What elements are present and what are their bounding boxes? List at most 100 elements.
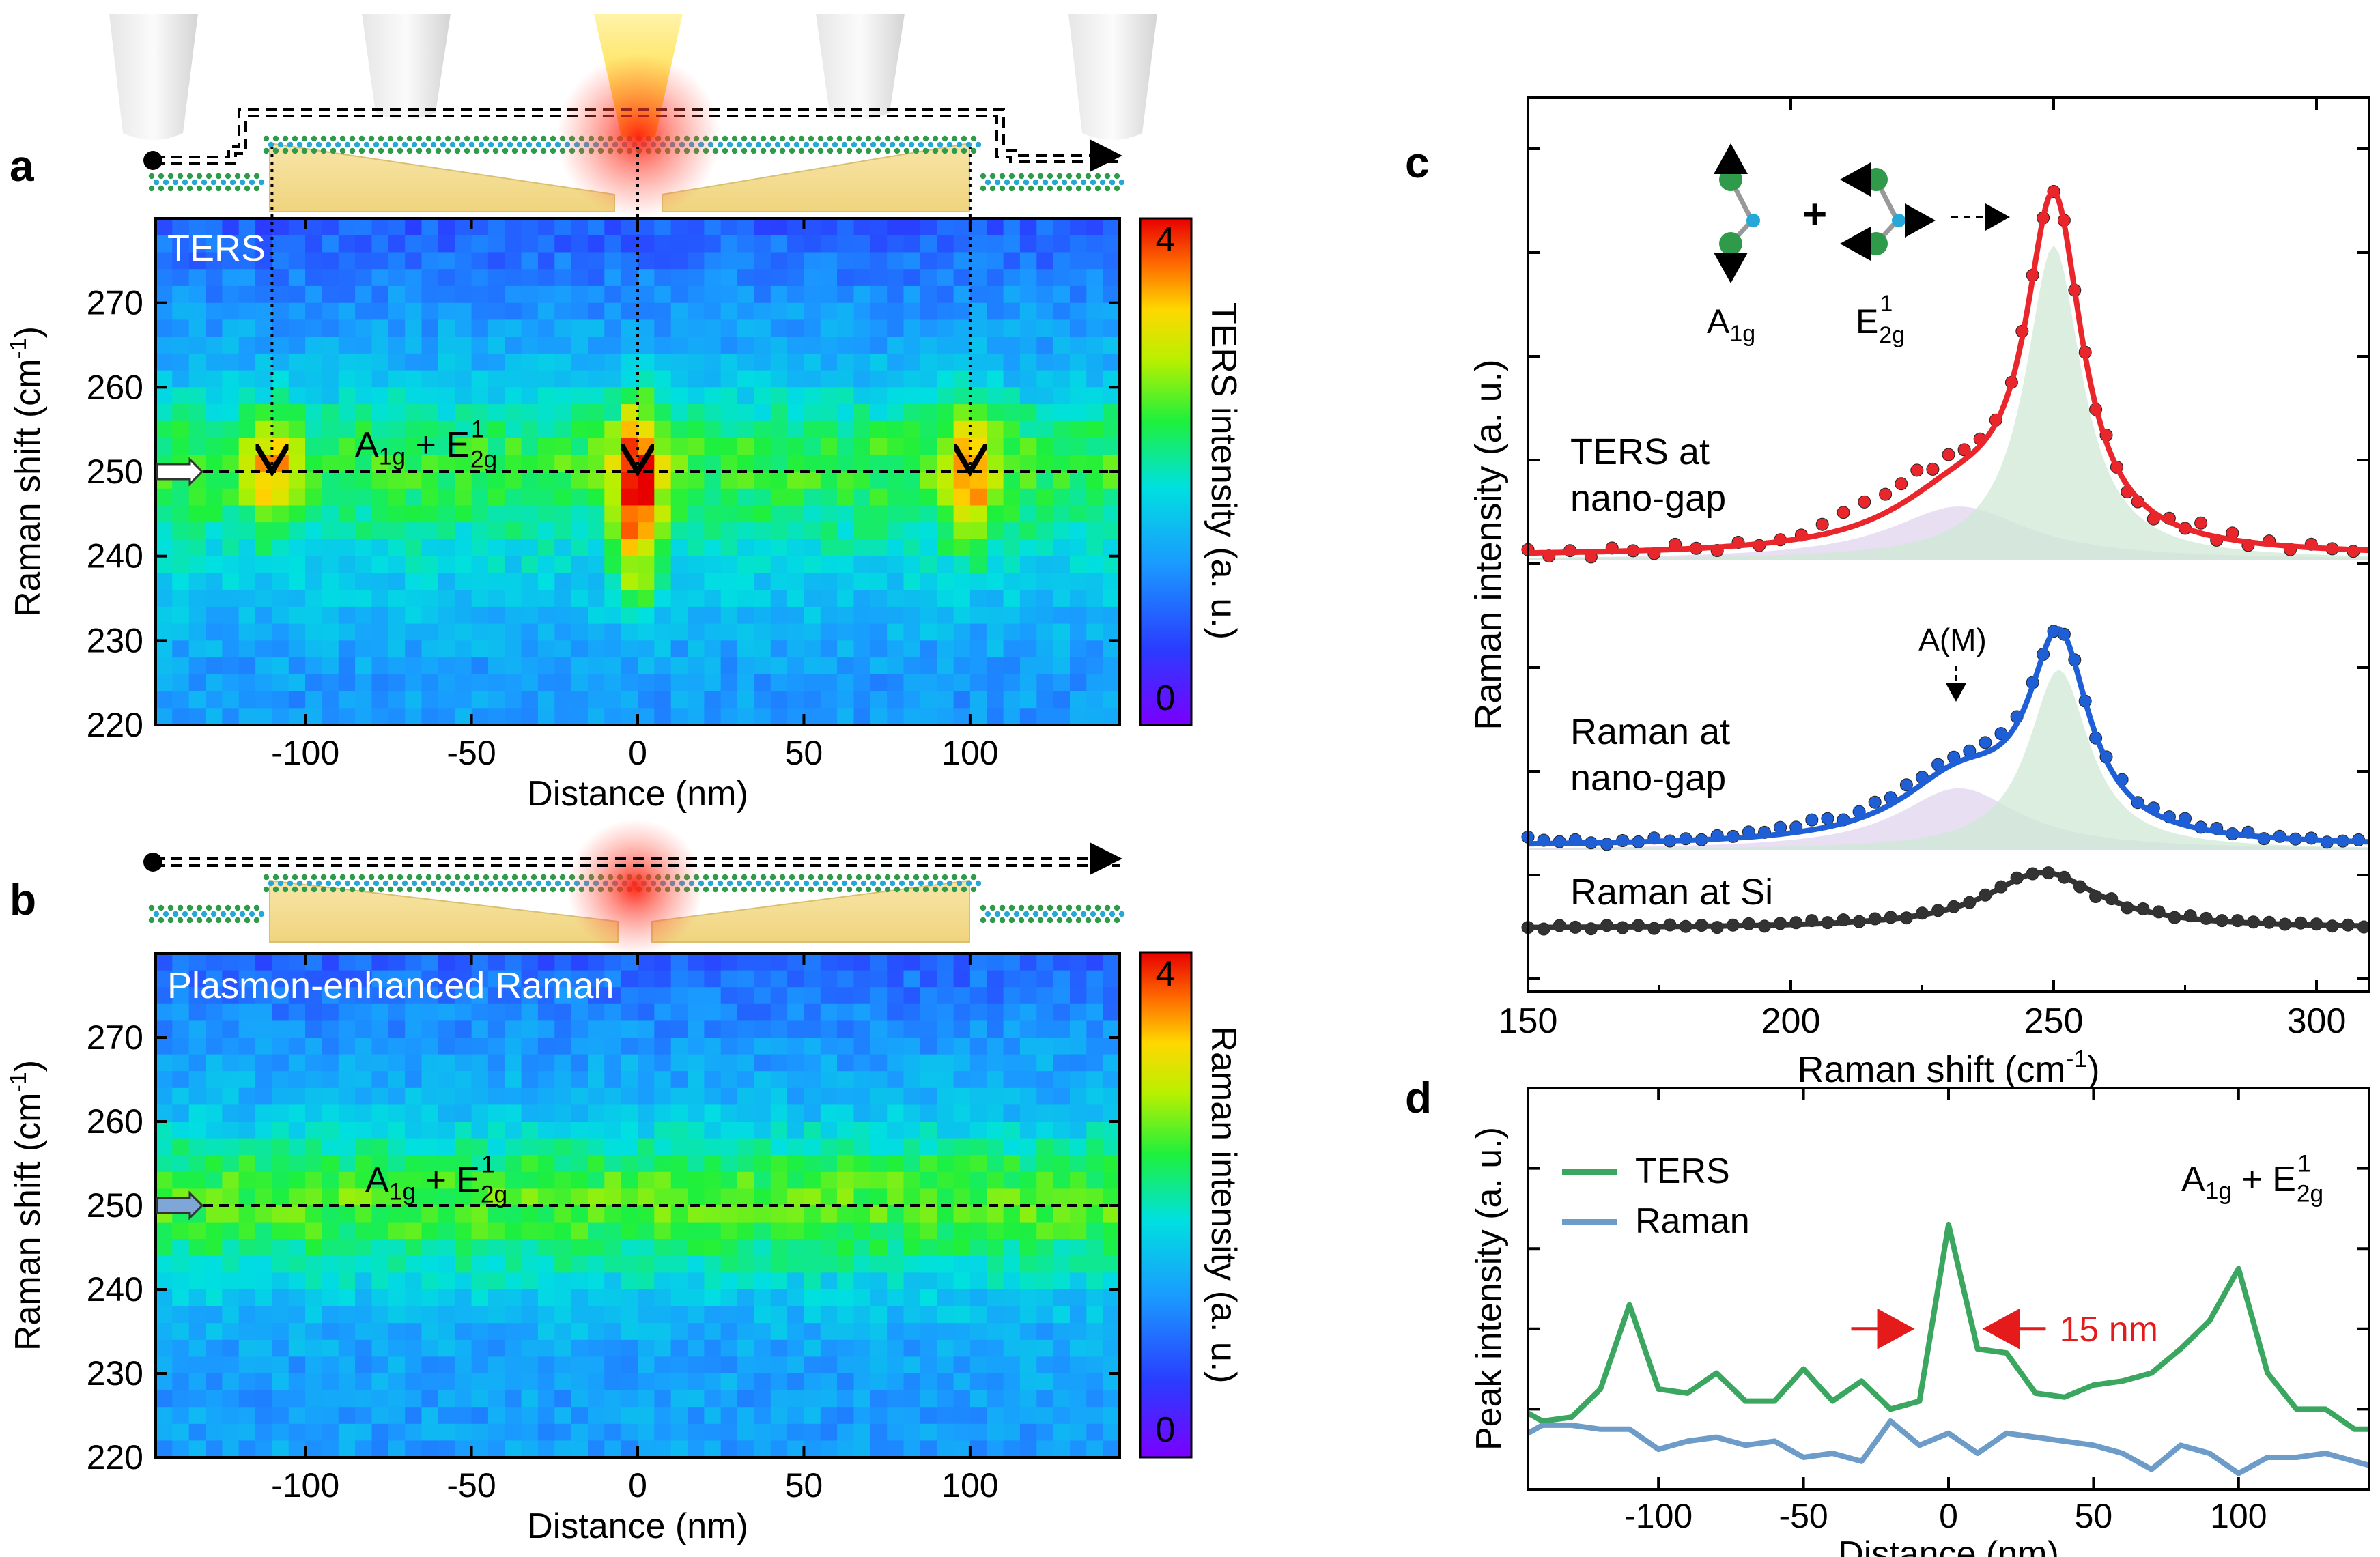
heatmap-cell	[222, 252, 240, 270]
heatmap-cell	[305, 691, 323, 709]
heatmap-cell	[953, 606, 971, 625]
heatmap-cell	[371, 1289, 389, 1307]
heatmap-cell	[987, 590, 1004, 608]
heatmap-cell	[870, 970, 888, 988]
heatmap-cell	[521, 970, 539, 988]
heatmap-cell	[206, 1373, 223, 1391]
lattice-atom	[903, 147, 910, 154]
heatmap-cell	[937, 1306, 954, 1324]
heatmap-cell	[1019, 623, 1037, 642]
heatmap-cell	[1003, 1289, 1021, 1307]
heatmap-cell	[804, 539, 821, 557]
lattice-atom	[387, 874, 394, 881]
heatmap-cell	[255, 1020, 273, 1038]
heatmap-cell	[853, 1087, 871, 1106]
heatmap-cell	[355, 657, 373, 675]
heatmap-cell	[754, 590, 771, 608]
heatmap-cell	[471, 319, 489, 337]
lattice-atom	[253, 173, 260, 180]
heatmap-cell	[670, 674, 688, 692]
heatmap-cell	[238, 1222, 256, 1240]
heatmap-cell	[1003, 404, 1021, 422]
heatmap-cell	[737, 987, 755, 1005]
heatmap-cell	[305, 1054, 323, 1072]
heatmap-cell	[1003, 1155, 1021, 1173]
heatmap-cell	[1003, 1071, 1021, 1089]
heatmap-cell	[720, 573, 738, 590]
heatmap-cell	[887, 1171, 905, 1190]
heatmap-cell	[1036, 1239, 1054, 1257]
heatmap-cell	[338, 556, 356, 574]
heatmap-cell	[588, 606, 606, 625]
heatmap-cell	[787, 970, 805, 988]
heatmap-cell	[621, 1003, 638, 1022]
heatmap-cell	[770, 1138, 788, 1156]
heatmap-cell	[704, 590, 722, 608]
heatmap-cell	[1019, 1255, 1037, 1274]
heatmap-cell	[588, 218, 606, 236]
heatmap-cell	[820, 302, 838, 321]
heatmap-cell	[471, 218, 489, 236]
heatmap-cell	[537, 1323, 555, 1341]
heatmap-cell	[421, 1289, 439, 1307]
heatmap-cell	[638, 1104, 655, 1122]
heatmap-cell	[837, 556, 855, 574]
heatmap-cell	[969, 218, 987, 236]
heatmap-cell	[670, 691, 688, 709]
lattice-atom	[798, 874, 805, 881]
heatmap-cell	[837, 235, 855, 253]
lattice-atom	[272, 135, 279, 142]
heatmap-cell	[272, 1205, 289, 1223]
heatmap-cell	[355, 505, 373, 523]
heatmap-cell	[704, 708, 722, 726]
heatmap-cell	[438, 674, 455, 692]
lattice-atom	[1028, 173, 1034, 180]
heatmap-cell	[405, 674, 423, 692]
heatmap-cell	[521, 573, 539, 590]
heatmap-cell	[537, 954, 555, 971]
heatmap-cell	[670, 556, 688, 574]
heatmap-cell	[455, 590, 472, 608]
heatmap-cell	[471, 1272, 489, 1290]
heatmap-cell	[1036, 337, 1054, 354]
heatmap-cell	[172, 337, 190, 354]
heatmap-cell	[305, 640, 323, 658]
lattice-atom	[798, 886, 805, 893]
lattice-atom	[760, 135, 767, 142]
lattice-atom	[841, 141, 848, 148]
heatmap-cell	[837, 370, 855, 388]
heatmap-cell	[887, 573, 905, 590]
heatmap-cell	[804, 657, 821, 675]
heatmap-cell	[1053, 1104, 1071, 1122]
heatmap-cell	[206, 1071, 223, 1089]
heatmap-cell	[787, 353, 805, 371]
heatmap-cell	[405, 1122, 423, 1139]
heatmap-cell	[654, 1054, 672, 1072]
heatmap-cell	[222, 269, 240, 287]
heatmap-cell	[322, 319, 339, 337]
lattice-atom	[989, 185, 996, 192]
heatmap-cell	[1070, 539, 1088, 557]
heatmap-cell	[322, 337, 339, 354]
heatmap-cell	[521, 1222, 539, 1240]
heatmap-cell	[1086, 269, 1104, 287]
heatmap-cell	[1019, 1440, 1037, 1458]
heatmap-cell	[621, 708, 638, 726]
heatmap-cell	[604, 691, 622, 709]
heatmap-cell	[405, 505, 423, 523]
heatmap-cell	[853, 488, 871, 506]
heatmap-cell	[604, 987, 622, 1005]
x-axis-label: Raman shift (cm-1)	[1797, 1044, 2099, 1090]
heatmap-cell	[987, 1222, 1004, 1240]
heatmap-cell	[903, 438, 921, 455]
lattice-atom	[746, 880, 752, 887]
y-tick-label: 250	[87, 1186, 143, 1225]
heatmap-cell	[737, 1087, 755, 1106]
heatmap-cell	[487, 252, 505, 270]
heatmap-cell	[903, 522, 921, 540]
lattice-atom	[249, 911, 255, 917]
heatmap-cell	[704, 387, 722, 405]
heatmap-cell	[770, 1306, 788, 1324]
heatmap-cell	[537, 539, 555, 557]
heatmap-cell	[1003, 319, 1021, 337]
